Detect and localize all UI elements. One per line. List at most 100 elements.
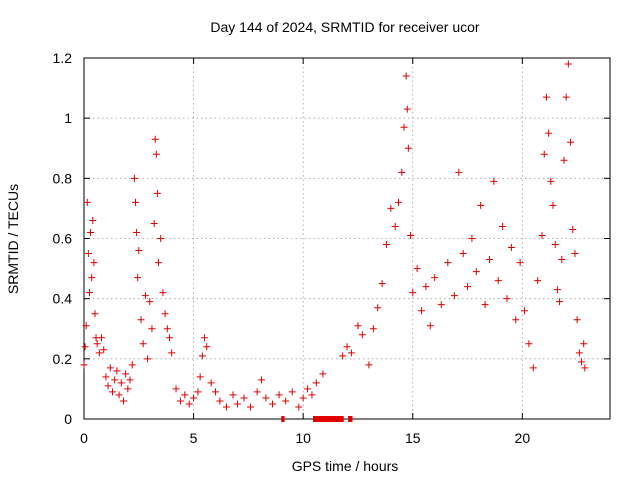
gap-flag	[348, 416, 353, 422]
grid-lines	[84, 58, 610, 419]
chart-title: Day 144 of 2024, SRMTID for receiver uco…	[210, 19, 480, 35]
data-point	[365, 361, 373, 369]
data-point	[538, 231, 546, 239]
data-point	[468, 235, 476, 242]
data-point	[409, 289, 417, 297]
gap-flag	[313, 416, 344, 422]
data-point	[549, 201, 557, 209]
data-point	[133, 228, 141, 236]
data-point	[134, 274, 142, 282]
data-point	[358, 331, 366, 339]
data-point	[258, 376, 266, 384]
data-point	[477, 201, 485, 209]
x-tick-label: 0	[80, 430, 88, 446]
data-point	[91, 310, 99, 318]
data-point	[117, 379, 125, 387]
data-point	[196, 373, 204, 381]
data-point	[207, 379, 215, 387]
data-point	[288, 388, 296, 396]
data-point	[503, 295, 511, 303]
y-tick-label: 0.4	[53, 291, 73, 307]
data-point	[102, 373, 110, 381]
data-point	[104, 382, 112, 390]
data-point	[534, 277, 542, 285]
gap-flag	[281, 416, 285, 422]
data-point	[262, 394, 270, 402]
y-tick-label: 0.6	[53, 231, 73, 247]
y-tick-label: 1	[64, 110, 72, 126]
gap-flags	[281, 416, 353, 422]
data-point	[144, 355, 152, 363]
data-point	[521, 307, 529, 315]
data-point	[82, 322, 90, 330]
data-point	[128, 361, 136, 369]
data-point	[152, 150, 160, 158]
x-tick-label: 10	[295, 430, 311, 446]
data-point	[95, 349, 103, 357]
data-point	[222, 403, 230, 411]
data-point	[413, 265, 421, 273]
data-point	[308, 391, 316, 399]
axis-ticks	[83, 57, 610, 420]
y-axis-label: SRMTID / TECUs	[5, 184, 21, 294]
data-point	[400, 123, 408, 131]
data-point	[312, 379, 320, 387]
data-point	[126, 376, 134, 384]
data-point	[98, 334, 106, 342]
data-point	[455, 168, 463, 176]
data-point	[437, 301, 445, 309]
data-point	[268, 400, 276, 408]
data-point	[203, 343, 211, 351]
data-point	[84, 250, 92, 258]
data-point	[153, 189, 161, 197]
data-point	[130, 174, 138, 182]
data-point	[119, 397, 127, 405]
data-point	[481, 301, 489, 309]
data-point	[146, 298, 154, 306]
data-point	[212, 388, 219, 396]
data-point	[299, 394, 307, 402]
data-point	[85, 289, 93, 297]
x-tick-labels: 0 5 10 15 20	[80, 430, 530, 446]
y-tick-label: 1.2	[53, 50, 73, 66]
data-point	[562, 93, 570, 101]
data-point	[194, 388, 202, 396]
data-point	[198, 352, 206, 360]
data-point	[304, 385, 312, 393]
data-point	[426, 322, 434, 330]
data-point	[122, 370, 130, 378]
data-point	[387, 204, 395, 212]
data-point	[581, 364, 589, 372]
x-tick-label: 20	[515, 430, 531, 446]
data-point	[575, 349, 583, 357]
data-point	[516, 259, 524, 267]
data-point	[354, 322, 362, 330]
data-point	[422, 283, 430, 291]
data-point	[398, 168, 406, 176]
data-point	[216, 397, 224, 405]
data-point	[459, 250, 467, 258]
data-point	[148, 325, 156, 333]
data-point	[580, 340, 588, 348]
data-points	[80, 60, 589, 411]
data-point	[540, 150, 548, 158]
data-point	[247, 403, 255, 411]
data-point	[185, 400, 193, 408]
data-point	[139, 340, 147, 348]
data-point	[494, 277, 502, 285]
data-point	[181, 391, 189, 399]
data-point	[339, 352, 347, 360]
y-tick-label: 0.8	[53, 170, 73, 186]
data-point	[89, 216, 97, 224]
data-point	[282, 397, 290, 405]
data-point	[163, 325, 171, 333]
data-point	[490, 177, 498, 185]
data-point	[157, 235, 165, 242]
data-point	[507, 244, 515, 252]
data-point	[115, 391, 123, 399]
data-point	[418, 307, 426, 315]
data-point	[525, 340, 533, 348]
data-point	[560, 156, 568, 164]
data-point	[391, 222, 399, 230]
